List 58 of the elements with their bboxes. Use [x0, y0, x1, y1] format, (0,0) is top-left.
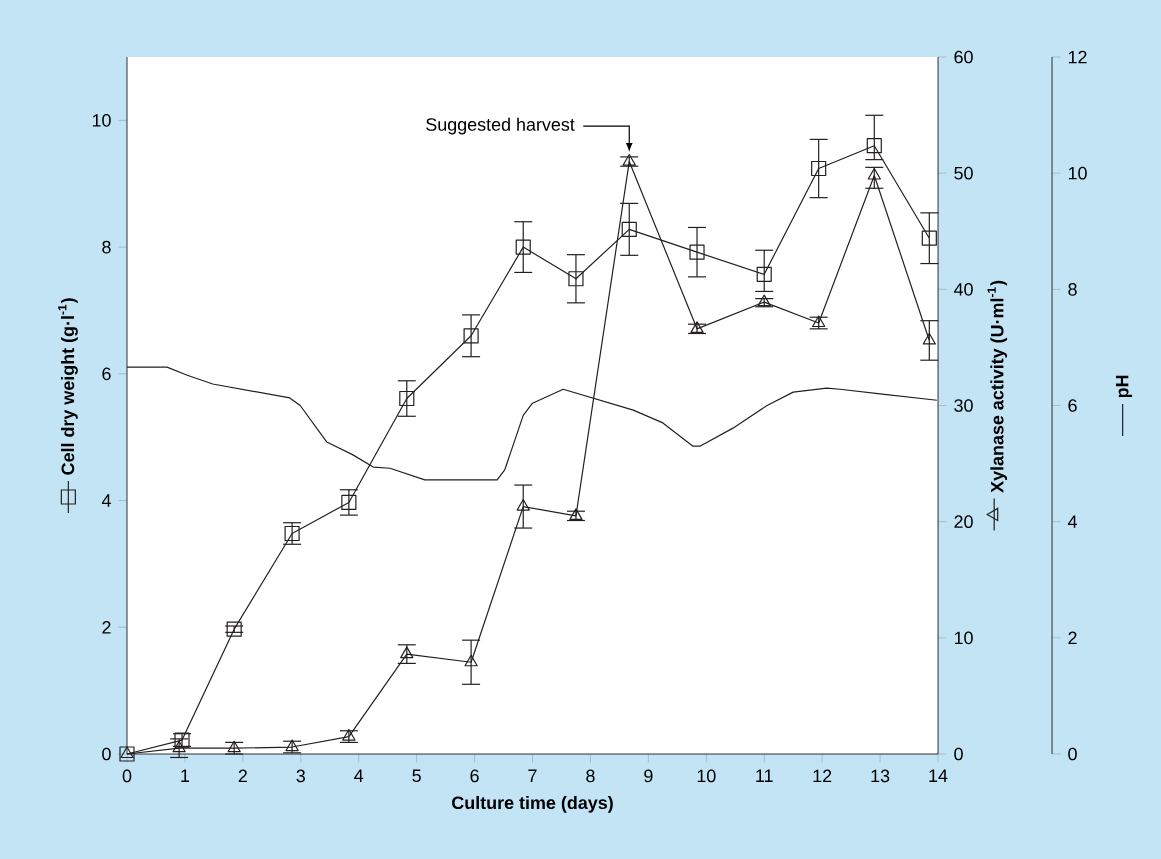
point — [568, 271, 584, 287]
point — [922, 332, 936, 345]
point — [689, 244, 705, 260]
point — [516, 498, 530, 511]
y3-tick-label: 4 — [1067, 515, 1077, 528]
x-tick-label: 13 — [871, 769, 890, 783]
y2-tick-label: 0 — [954, 747, 963, 761]
x-tick-label: 3 — [296, 769, 305, 783]
x-tick-label: 8 — [586, 769, 595, 783]
point — [811, 160, 827, 177]
y-tick-label: 10 — [92, 114, 111, 127]
x-tick-label: 10 — [697, 769, 716, 783]
y2-tick-label: 60 — [954, 50, 973, 64]
y3-tick-label: 10 — [1068, 166, 1087, 180]
y3-tick-label: 6 — [1068, 399, 1077, 412]
y2-tick-label: 40 — [953, 282, 973, 296]
x-tick-label: 12 — [813, 769, 832, 783]
point — [226, 621, 242, 637]
point — [757, 294, 771, 307]
x-tick-label: 4 — [354, 769, 364, 782]
y2-tick-label: 30 — [954, 399, 973, 412]
point — [285, 739, 299, 752]
y3-tick-label: 12 — [1068, 50, 1087, 64]
point — [515, 239, 531, 255]
y2-tick-label: 50 — [954, 166, 973, 180]
x-tick-label: 7 — [528, 769, 537, 782]
x-tick-label: 14 — [929, 769, 948, 782]
annotation: Suggested harvest — [426, 117, 575, 135]
point — [341, 494, 357, 511]
y2-tick-label: 20 — [954, 515, 973, 529]
point — [227, 740, 241, 753]
x-tick-label: 0 — [122, 769, 132, 783]
x-tick-label: 1 — [181, 769, 190, 782]
y-tick-label: 4 — [101, 494, 111, 507]
y3-tick-label: 8 — [1068, 282, 1077, 296]
y2-tick-label: 10 — [954, 631, 973, 645]
point — [866, 138, 882, 154]
y3-axis-title: pH — [1115, 375, 1133, 398]
point — [464, 654, 478, 667]
y-tick-label: 6 — [102, 367, 111, 381]
y3-tick-label: 0 — [1068, 747, 1077, 761]
x-tick-label: 2 — [238, 769, 247, 783]
point — [921, 230, 937, 246]
x-tick-label: 11 — [756, 769, 773, 782]
y-tick-label: 2 — [102, 621, 111, 634]
y2-axis-title: Xylanase activity (U·ml$^{-1}$) — [987, 280, 1008, 493]
y3-tick-label: 2 — [1068, 631, 1077, 645]
point — [756, 266, 772, 282]
point — [463, 328, 479, 344]
point — [621, 221, 637, 237]
x-tick-label: 6 — [470, 769, 479, 783]
point — [399, 390, 415, 407]
x-axis-title: Culture time (days) — [452, 795, 613, 813]
y-tick-label: 8 — [102, 240, 111, 254]
y-axis-title: Cell dry weight (g·l$^{-1}$) — [58, 298, 78, 475]
y-tick-label: 0 — [102, 747, 111, 761]
x-tick-label: 9 — [644, 769, 653, 783]
x-tick-label: 5 — [412, 769, 421, 783]
